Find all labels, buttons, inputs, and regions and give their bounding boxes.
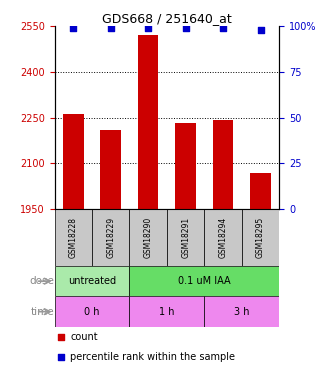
Text: GSM18295: GSM18295	[256, 217, 265, 258]
Bar	[55, 266, 129, 296]
Text: GSM18290: GSM18290	[144, 217, 153, 258]
Bar	[100, 130, 121, 209]
Bar	[63, 114, 83, 209]
Text: time: time	[31, 307, 55, 316]
Text: 1 h: 1 h	[159, 307, 175, 316]
Bar	[204, 296, 279, 327]
Point	[258, 27, 263, 33]
Title: GDS668 / 251640_at: GDS668 / 251640_at	[102, 12, 232, 25]
Bar	[138, 35, 159, 209]
Point	[59, 354, 64, 360]
Point	[59, 334, 64, 340]
Bar	[175, 123, 196, 209]
Bar	[250, 173, 271, 209]
Bar	[129, 209, 167, 266]
Text: GSM18291: GSM18291	[181, 217, 190, 258]
Text: count: count	[70, 332, 98, 342]
Bar	[129, 266, 279, 296]
Bar	[213, 120, 233, 209]
Point	[221, 25, 226, 31]
Text: 0.1 uM IAA: 0.1 uM IAA	[178, 276, 231, 286]
Text: untreated: untreated	[68, 276, 116, 286]
Text: GSM18294: GSM18294	[219, 217, 228, 258]
Bar	[55, 296, 129, 327]
Bar	[204, 209, 242, 266]
Bar	[167, 209, 204, 266]
Bar	[55, 209, 92, 266]
Bar	[92, 209, 129, 266]
Point	[183, 25, 188, 31]
Point	[108, 25, 113, 31]
Bar	[129, 296, 204, 327]
Text: GSM18228: GSM18228	[69, 217, 78, 258]
Point	[146, 25, 151, 31]
Point	[71, 25, 76, 31]
Bar	[242, 209, 279, 266]
Text: GSM18229: GSM18229	[106, 217, 115, 258]
Text: dose: dose	[30, 276, 55, 286]
Text: 0 h: 0 h	[84, 307, 100, 316]
Text: 3 h: 3 h	[234, 307, 249, 316]
Text: percentile rank within the sample: percentile rank within the sample	[70, 352, 235, 362]
